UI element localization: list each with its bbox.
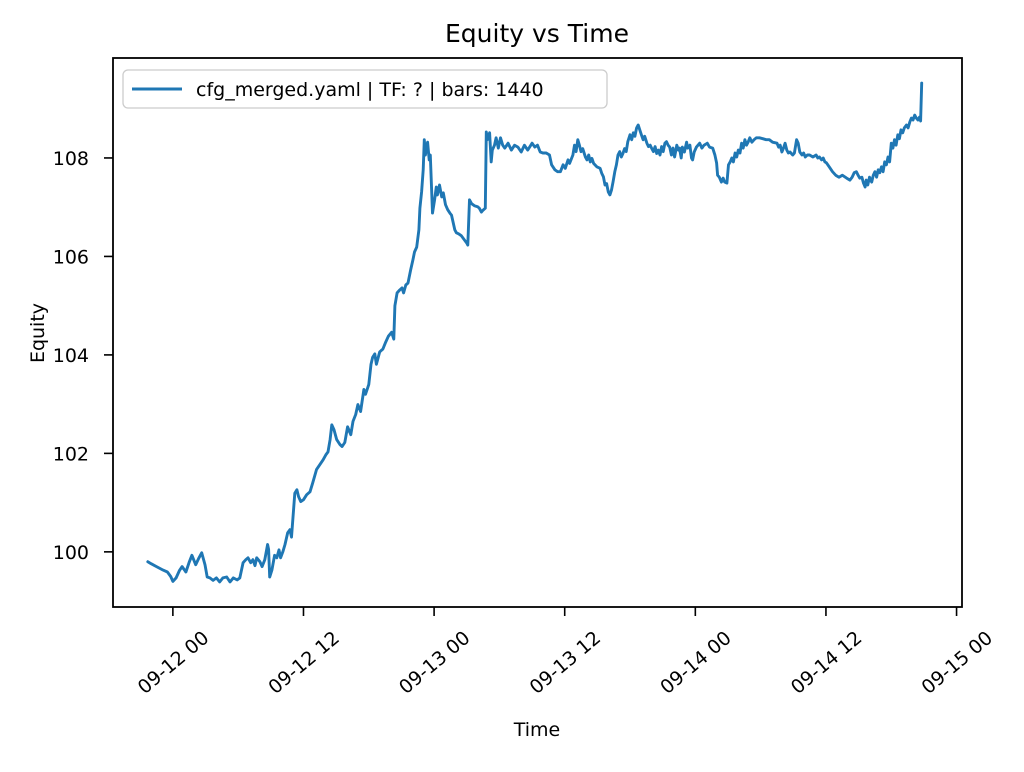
y-tick-label: 106	[53, 246, 89, 268]
y-tick-label: 104	[53, 345, 89, 367]
x-axis-label: Time	[513, 719, 561, 741]
y-tick-label: 100	[53, 542, 89, 564]
plot-area	[112, 57, 963, 608]
y-axis-label: Equity	[27, 303, 49, 363]
y-axis-ticks: 100 102 104 106 108	[53, 148, 113, 564]
y-tick-label: 108	[53, 148, 89, 170]
legend-box	[122, 69, 608, 109]
legend: cfg_merged.yaml | TF: ? | bars: 1440	[122, 69, 608, 109]
legend-label: cfg_merged.yaml | TF: ? | bars: 1440	[196, 79, 544, 101]
equity-series-line	[146, 81, 924, 584]
y-tick-label: 102	[53, 443, 89, 465]
chart-title: Equity vs Time	[445, 19, 629, 48]
